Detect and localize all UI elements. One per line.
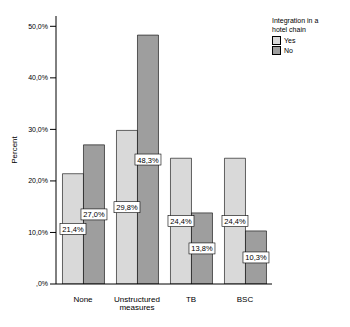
svg-text:40,0%: 40,0% <box>28 74 48 81</box>
svg-text:Unstructuredmeasures: Unstructuredmeasures <box>114 295 160 312</box>
svg-text:48,3%: 48,3% <box>137 156 159 165</box>
svg-text:Percent: Percent <box>10 135 19 163</box>
svg-text:24,4%: 24,4% <box>224 217 246 226</box>
svg-text:,0%: ,0% <box>36 280 48 287</box>
svg-text:20,0%: 20,0% <box>28 177 48 184</box>
html-text:Integration in a hotel chain: Integration in a hotel chain <box>272 17 319 33</box>
svg-text:10,3%: 10,3% <box>245 253 267 262</box>
svg-text:10,0%: 10,0% <box>28 229 48 236</box>
svg-text:TB: TB <box>186 295 196 304</box>
html-text:Yes: Yes <box>284 37 296 44</box>
svg-text:50,0%: 50,0% <box>28 23 48 30</box>
svg-text:13,8%: 13,8% <box>191 244 213 253</box>
svg-text:24,4%: 24,4% <box>170 217 192 226</box>
svg-text:BSC: BSC <box>237 295 254 304</box>
html-text:No: No <box>284 47 293 54</box>
svg-text:27,0%: 27,0% <box>83 210 105 219</box>
svg-text:29,8%: 29,8% <box>116 203 138 212</box>
svg-text:30,0%: 30,0% <box>28 126 48 133</box>
svg-text:21,4%: 21,4% <box>62 225 84 234</box>
svg-text:None: None <box>73 295 93 304</box>
